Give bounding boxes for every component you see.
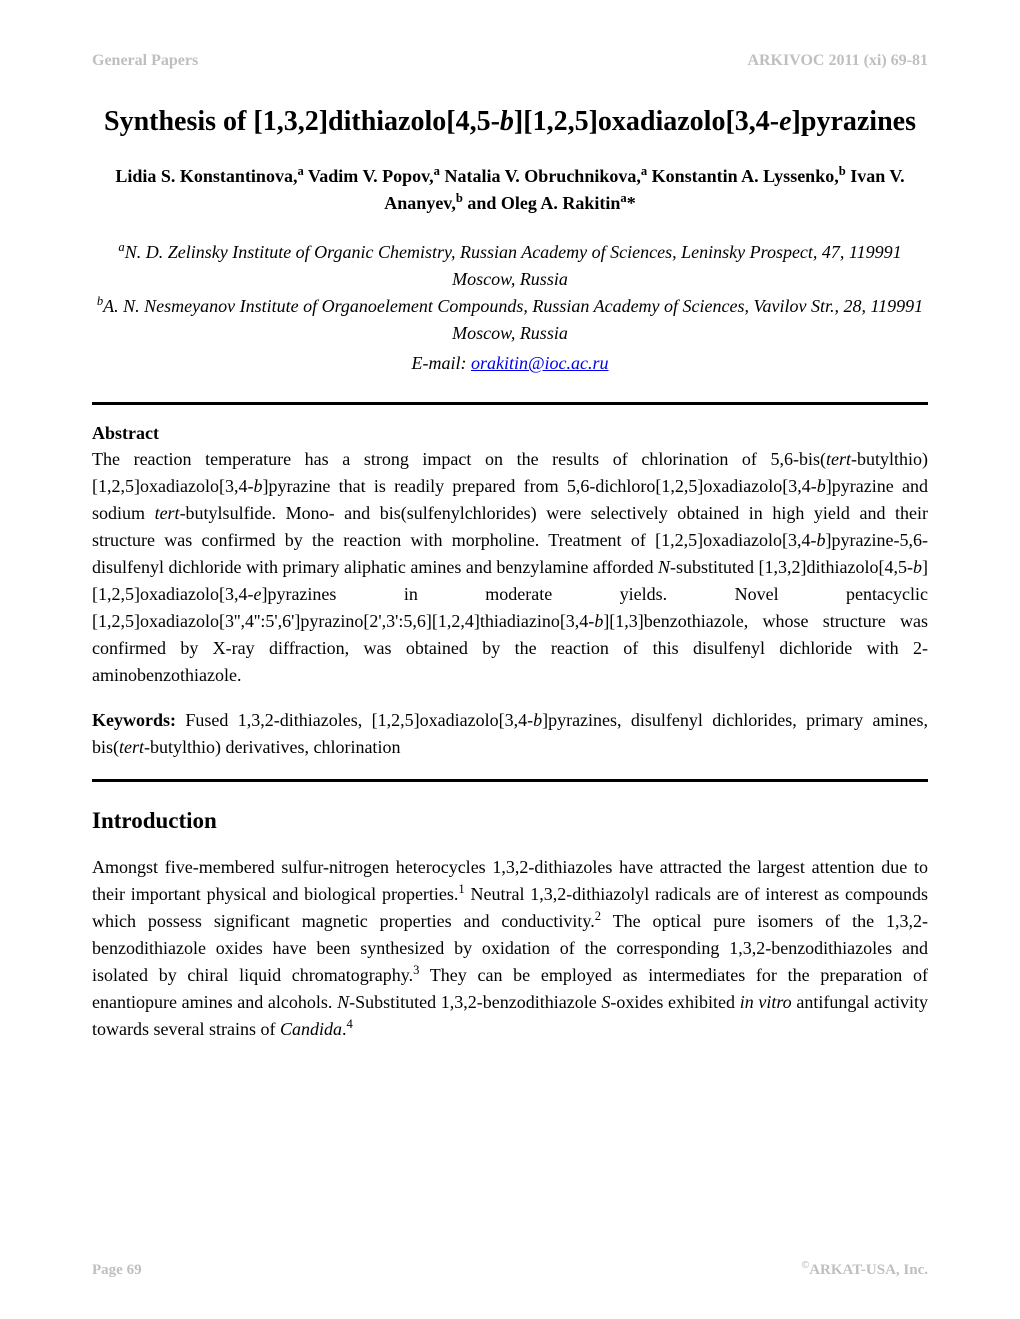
email-link[interactable]: orakitin@ioc.ac.ru	[471, 353, 609, 373]
abstract-text: The reaction temperature has a strong im…	[92, 446, 928, 689]
introduction-text: Amongst five-membered sulfur-nitrogen he…	[92, 854, 928, 1043]
email-line: E-mail: orakitin@ioc.ac.ru	[92, 353, 928, 374]
page-number: Page 69	[92, 1262, 142, 1279]
header-left: General Papers	[92, 52, 198, 70]
author-list: Lidia S. Konstantinova,a Vadim V. Popov,…	[92, 163, 928, 217]
keywords: Keywords: Fused 1,3,2-dithiazoles, [1,2,…	[92, 707, 928, 761]
article-title: Synthesis of [1,3,2]dithiazolo[4,5-b][1,…	[92, 104, 928, 139]
running-footer: Page 69 ©ARKAT-USA, Inc.	[92, 1262, 928, 1279]
abstract-heading: Abstract	[92, 423, 928, 444]
email-prefix: E-mail:	[411, 353, 470, 373]
affiliations: aN. D. Zelinsky Institute of Organic Che…	[92, 239, 928, 347]
divider-top	[92, 402, 928, 405]
divider-bottom	[92, 779, 928, 782]
page: General Papers ARKIVOC 2011 (xi) 69-81 S…	[0, 0, 1020, 1319]
copyright: ©ARKAT-USA, Inc.	[801, 1262, 928, 1279]
introduction-heading: Introduction	[92, 808, 928, 834]
header-right: ARKIVOC 2011 (xi) 69-81	[747, 52, 928, 70]
running-header: General Papers ARKIVOC 2011 (xi) 69-81	[92, 52, 928, 70]
